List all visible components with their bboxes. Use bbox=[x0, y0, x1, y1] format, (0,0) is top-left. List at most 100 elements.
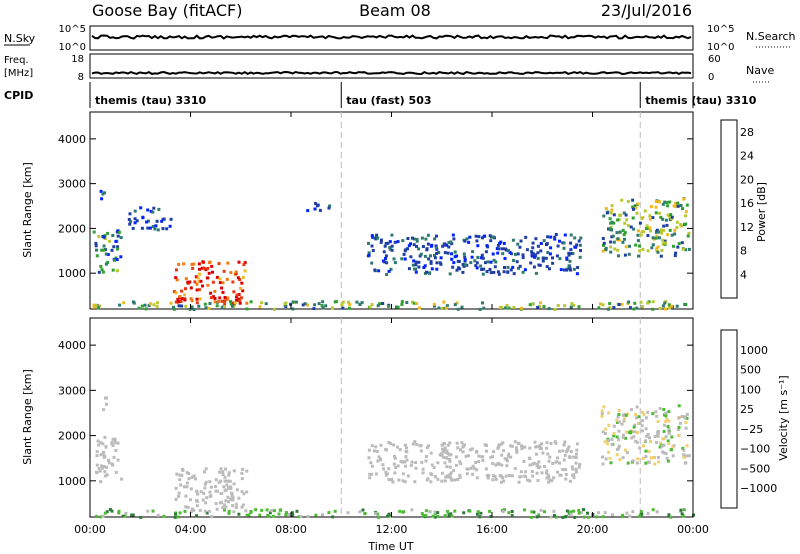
scatter-cell bbox=[102, 451, 106, 454]
scatter-cell bbox=[679, 204, 683, 207]
scatter-cell bbox=[569, 450, 573, 453]
scatter-cell bbox=[572, 267, 576, 271]
nsearch-right-tick-bottom: 10^0 bbox=[707, 42, 734, 53]
scatter-cell bbox=[512, 272, 516, 276]
scatter-cell bbox=[667, 513, 671, 517]
scatter-cell bbox=[419, 449, 423, 453]
scatter-cell bbox=[446, 251, 450, 255]
scatter-cell bbox=[569, 305, 573, 309]
scatter-cell bbox=[530, 470, 534, 473]
scatter-cell bbox=[624, 436, 628, 440]
scatter-cell bbox=[389, 442, 392, 446]
scatter-cell bbox=[507, 306, 511, 310]
scatter-cell bbox=[393, 456, 397, 460]
scatter-cell bbox=[95, 470, 98, 474]
scatter-cell bbox=[209, 485, 213, 489]
scatter-cell bbox=[223, 302, 227, 306]
scatter-cell bbox=[412, 243, 416, 247]
scatter-cell bbox=[118, 303, 122, 307]
scatter-cell bbox=[612, 240, 616, 244]
scatter-cell bbox=[631, 198, 635, 202]
scatter-cell bbox=[420, 460, 424, 464]
velocity-ylabel: Slant Range [km] bbox=[21, 369, 34, 465]
scatter-cell bbox=[205, 496, 209, 500]
scatter-cell bbox=[666, 459, 670, 463]
freq-strip: Freq. [MHz] 18 8 60 0 Nave bbox=[4, 53, 774, 83]
scatter-cell bbox=[229, 497, 233, 501]
scatter-cell bbox=[140, 304, 144, 308]
scatter-cell bbox=[186, 505, 190, 509]
freq-left-tick-top: 18 bbox=[71, 54, 84, 65]
x-tick-label: 20:00 bbox=[577, 523, 609, 536]
scatter-cell bbox=[116, 441, 120, 445]
scatter-cell bbox=[371, 249, 375, 252]
scatter-cell bbox=[415, 244, 418, 248]
scatter-cell bbox=[403, 249, 407, 253]
scatter-cell bbox=[657, 430, 660, 433]
scatter-cell bbox=[401, 472, 405, 476]
scatter-cell bbox=[217, 262, 221, 266]
scatter-cell bbox=[277, 512, 281, 516]
scatter-cell bbox=[207, 271, 211, 275]
scatter-cell bbox=[410, 300, 414, 304]
scatter-cell bbox=[660, 248, 664, 252]
scatter-cell bbox=[227, 473, 231, 477]
scatter-cell bbox=[608, 456, 612, 460]
scatter-cell bbox=[245, 469, 249, 473]
scatter-cell bbox=[341, 306, 345, 310]
scatter-cell bbox=[477, 235, 481, 239]
scatter-cell bbox=[471, 464, 475, 468]
scatter-cell bbox=[235, 295, 238, 299]
scatter-cell bbox=[101, 514, 105, 518]
nsky-strip: N.Sky 10^5 10^0 10^5 10^0 N.Search bbox=[4, 24, 796, 53]
scatter-cell bbox=[680, 512, 684, 516]
scatter-cell bbox=[155, 219, 159, 223]
scatter-cell bbox=[334, 300, 338, 304]
scatter-cell bbox=[440, 452, 444, 456]
scatter-cell bbox=[450, 478, 454, 482]
scatter-cell bbox=[463, 255, 467, 259]
scatter-cell bbox=[551, 256, 554, 260]
scatter-cell bbox=[549, 442, 553, 445]
scatter-cell bbox=[599, 302, 602, 306]
scatter-cell bbox=[201, 260, 205, 264]
scatter-cell bbox=[646, 301, 650, 305]
scatter-cell bbox=[108, 508, 112, 511]
scatter-cell bbox=[482, 306, 486, 310]
scatter-cell bbox=[626, 200, 630, 203]
velocity-colorbar: Velocity [m s⁻¹] 100050010025−25−100−500… bbox=[720, 329, 790, 509]
scatter-cell bbox=[567, 445, 571, 449]
scatter-cell bbox=[271, 514, 275, 518]
scatter-cell bbox=[119, 255, 123, 259]
scatter-cell bbox=[636, 229, 640, 233]
scatter-cell bbox=[673, 232, 677, 236]
scatter-cell bbox=[117, 511, 121, 515]
scatter-cell bbox=[455, 268, 459, 272]
scatter-cell bbox=[374, 445, 378, 449]
scatter-cell bbox=[524, 470, 528, 474]
scatter-cell bbox=[518, 264, 522, 268]
scatter-cell bbox=[569, 241, 573, 245]
scatter-cell bbox=[545, 265, 549, 269]
scatter-cell bbox=[674, 201, 678, 205]
scatter-cell bbox=[233, 301, 237, 305]
scatter-cell bbox=[285, 511, 288, 515]
scatter-cell bbox=[112, 455, 116, 459]
scatter-cell bbox=[446, 452, 450, 456]
y-tick-label: 4000 bbox=[58, 133, 86, 146]
scatter-cell bbox=[218, 296, 222, 300]
scatter-cell bbox=[237, 496, 241, 500]
nsky-trace bbox=[91, 34, 692, 40]
scatter-cell bbox=[390, 248, 394, 252]
scatter-cell bbox=[247, 513, 251, 517]
scatter-cell bbox=[635, 461, 639, 465]
scatter-cell bbox=[610, 208, 614, 212]
scatter-cell bbox=[635, 431, 639, 435]
scatter-cell bbox=[612, 432, 616, 435]
scatter-cell bbox=[403, 443, 407, 447]
scatter-cell bbox=[638, 244, 641, 248]
scatter-cell bbox=[195, 297, 199, 301]
scatter-cell bbox=[551, 261, 555, 265]
scatter-cell bbox=[666, 204, 670, 208]
scatter-cell bbox=[676, 204, 680, 208]
